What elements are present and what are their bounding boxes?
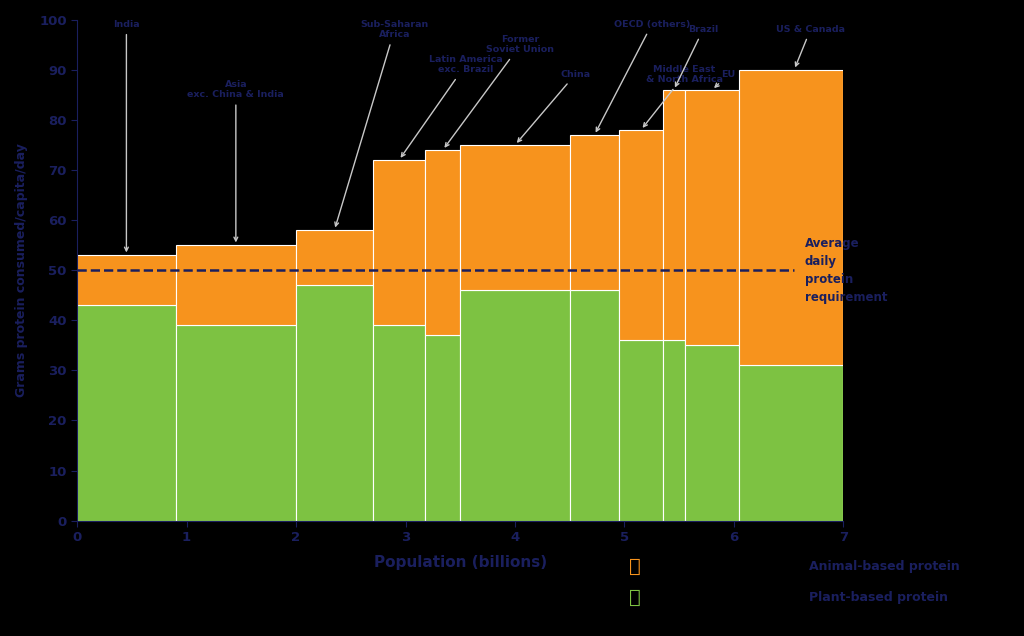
Bar (77, 255, 176, 305)
Bar (739, 70, 844, 366)
Text: Sub-Saharan
Africa: Sub-Saharan Africa (335, 20, 429, 226)
Text: Middle East
& North Africa: Middle East & North Africa (643, 65, 723, 127)
Text: EU: EU (715, 70, 735, 87)
Bar (460, 145, 569, 290)
Bar (425, 335, 460, 521)
Bar (176, 326, 296, 521)
Text: Brazil: Brazil (676, 25, 718, 86)
Text: Asia
exc. China & India: Asia exc. China & India (187, 80, 285, 241)
Text: Average
daily
protein
requirement: Average daily protein requirement (805, 237, 888, 304)
Bar (618, 130, 663, 340)
Bar (739, 366, 844, 521)
Bar (569, 290, 618, 521)
Bar (373, 326, 425, 521)
Y-axis label: Grams protein consumed/capita/day: Grams protein consumed/capita/day (15, 143, 28, 398)
Bar (425, 150, 460, 335)
Text: 🍊: 🍊 (629, 556, 641, 576)
Bar (296, 286, 373, 521)
Text: OECD (others): OECD (others) (596, 20, 690, 131)
Bar (685, 345, 739, 521)
Text: Former
Soviet Union: Former Soviet Union (445, 35, 554, 147)
Bar (663, 90, 685, 340)
Bar (663, 340, 685, 521)
Bar (77, 305, 176, 521)
Bar (176, 245, 296, 326)
Bar (685, 90, 739, 345)
Text: Plant-based protein: Plant-based protein (809, 591, 948, 604)
Bar (460, 290, 569, 521)
Text: India: India (113, 20, 139, 251)
Bar (618, 340, 663, 521)
Text: 🌿: 🌿 (629, 588, 641, 607)
Bar (296, 230, 373, 286)
Bar (569, 135, 618, 290)
X-axis label: Population (billions): Population (billions) (374, 555, 547, 570)
Bar (373, 160, 425, 326)
Text: Latin America
exc. Brazil: Latin America exc. Brazil (401, 55, 503, 156)
Text: US & Canada: US & Canada (776, 25, 845, 66)
Text: China: China (518, 70, 590, 142)
Text: Animal-based protein: Animal-based protein (809, 560, 959, 572)
